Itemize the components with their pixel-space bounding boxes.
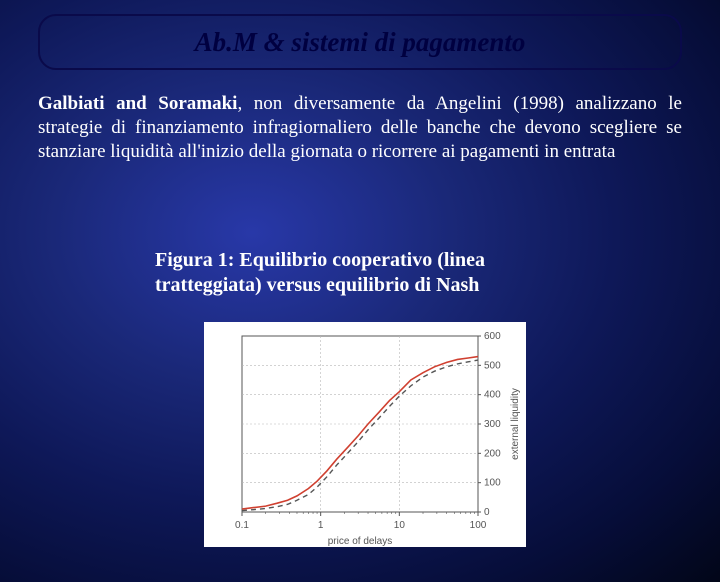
slide-title: Ab.M & sistemi di pagamento (195, 27, 526, 58)
svg-text:100: 100 (484, 478, 501, 489)
paragraph-bold: Galbiati and Soramaki (38, 93, 237, 114)
svg-text:external liquidity: external liquidity (510, 388, 521, 460)
svg-text:0: 0 (484, 507, 490, 518)
svg-text:400: 400 (484, 390, 501, 401)
svg-text:price of delays: price of delays (328, 536, 392, 547)
svg-text:10: 10 (394, 520, 406, 531)
line-chart: 0 100 200 300 400 500 600 0.1 1 10 100 price of del… (204, 322, 526, 547)
svg-text:1: 1 (318, 520, 324, 531)
svg-text:0.1: 0.1 (235, 520, 249, 531)
figure-caption: Figura 1: Equilibrio cooperativo (linea … (155, 248, 590, 298)
chart-container: 0 100 200 300 400 500 600 0.1 1 10 100 price of del… (204, 322, 526, 547)
svg-text:500: 500 (484, 360, 501, 371)
svg-text:100: 100 (470, 520, 487, 531)
svg-text:600: 600 (484, 331, 501, 342)
body-paragraph: Galbiati and Soramaki, non diversamente … (38, 92, 682, 163)
title-box: Ab.M & sistemi di pagamento (38, 14, 682, 70)
svg-text:300: 300 (484, 419, 501, 430)
svg-text:200: 200 (484, 448, 501, 459)
